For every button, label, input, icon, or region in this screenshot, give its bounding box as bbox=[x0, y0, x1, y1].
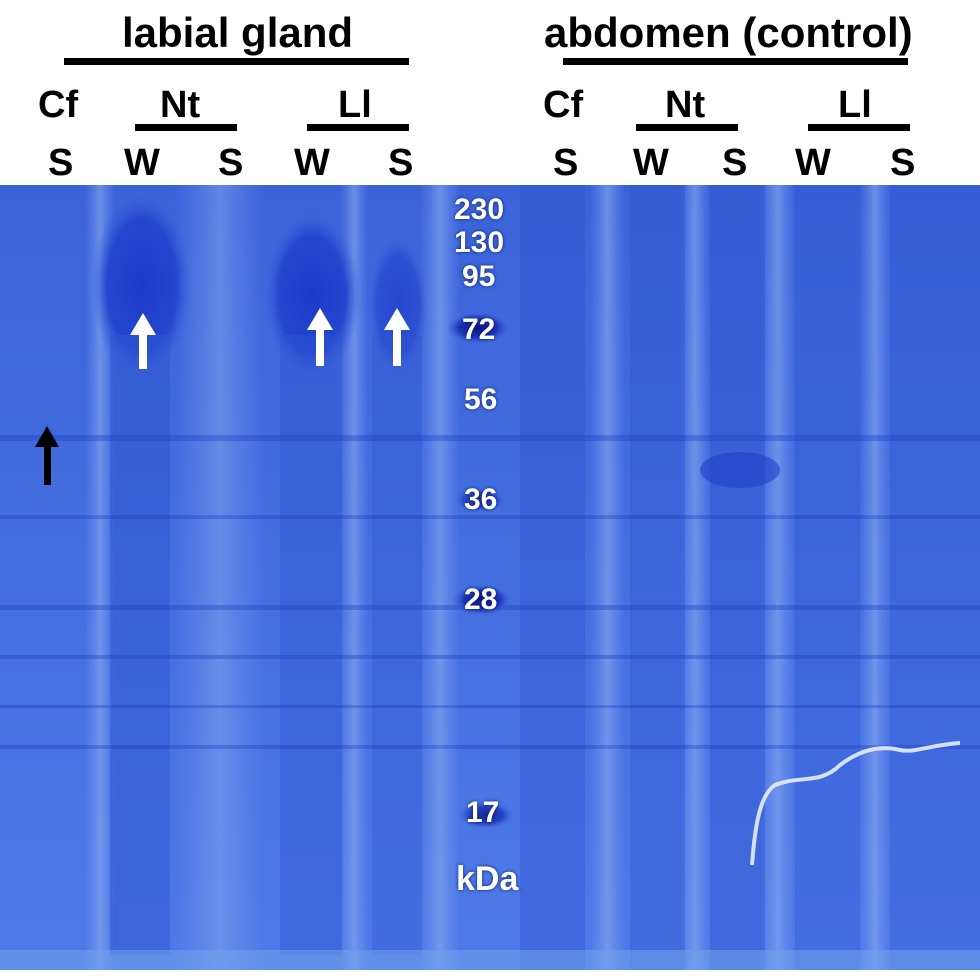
abdomen-lane bbox=[520, 185, 585, 970]
fraction-label: W bbox=[633, 142, 669, 184]
lane-group-ll-left-underline bbox=[307, 124, 409, 131]
lane-group-ll-right: Ll bbox=[838, 84, 872, 126]
fraction-label: W bbox=[795, 142, 831, 184]
fraction-label: W bbox=[124, 142, 160, 184]
marker-spot-72 bbox=[446, 312, 510, 344]
lane-gap bbox=[680, 185, 710, 970]
abdomen-band bbox=[700, 452, 780, 488]
marker-label-230: 230 bbox=[454, 193, 505, 226]
marker-unit-label: kDa bbox=[456, 860, 519, 898]
fraction-label: S bbox=[553, 142, 579, 184]
white-arrow-nt-w bbox=[130, 313, 156, 369]
lane-group-nt-left-underline bbox=[135, 124, 237, 131]
lane-group-nt-left: Nt bbox=[160, 84, 201, 126]
lane-group-cf-right: Cf bbox=[543, 84, 584, 126]
white-arrow-ll-w bbox=[307, 308, 333, 366]
lane-group-ll-left: Ll bbox=[338, 84, 372, 126]
gel-image bbox=[0, 185, 980, 970]
lane-group-ll-right-underline bbox=[808, 124, 910, 131]
abdomen-lane bbox=[795, 185, 860, 970]
fraction-label: W bbox=[294, 142, 330, 184]
marker-label-56: 56 bbox=[464, 383, 498, 416]
marker-label-72: 72 bbox=[462, 313, 496, 346]
lane-group-nt-right: Nt bbox=[665, 84, 706, 126]
fraction-label: S bbox=[48, 142, 74, 184]
abdomen-control-header: abdomen (control) bbox=[544, 9, 913, 56]
white-arrow-ll-s bbox=[384, 308, 410, 366]
black-arrow-cf-s bbox=[35, 426, 59, 485]
fraction-label: S bbox=[890, 142, 916, 184]
marker-spot-36 bbox=[454, 488, 506, 512]
lane-gap bbox=[860, 185, 890, 970]
gel-bottom-edge bbox=[0, 950, 980, 970]
abdomen-lane bbox=[630, 185, 685, 970]
protein-smear-nt-w bbox=[110, 335, 170, 955]
labial-gland-underline bbox=[64, 58, 409, 65]
lane-gap bbox=[175, 185, 265, 970]
protein-blob-ll-w bbox=[264, 210, 360, 380]
lane-group-cf-left: Cf bbox=[38, 84, 79, 126]
fraction-label: S bbox=[218, 142, 244, 184]
lane-gap bbox=[590, 185, 625, 970]
abdomen-control-underline bbox=[563, 58, 908, 65]
marker-spot-17 bbox=[458, 801, 514, 829]
lane-group-nt-right-underline bbox=[636, 124, 738, 131]
protein-smear-ll-s bbox=[372, 335, 422, 955]
abdomen-lane bbox=[890, 185, 980, 970]
lane-gap bbox=[760, 185, 795, 970]
marker-label-28: 28 bbox=[464, 583, 498, 616]
marker-label-95: 95 bbox=[462, 260, 496, 293]
marker-label-17: 17 bbox=[466, 796, 500, 829]
labial-gland-header: labial gland bbox=[122, 9, 354, 56]
protein-blob-nt-w bbox=[92, 190, 192, 380]
marker-label-130: 130 bbox=[454, 226, 505, 259]
gel-crack bbox=[750, 741, 961, 866]
marker-spot-28 bbox=[452, 584, 512, 616]
fraction-label: S bbox=[388, 142, 414, 184]
abdomen-lane bbox=[710, 185, 765, 970]
protein-smear-ll-w bbox=[280, 335, 342, 955]
marker-label-36: 36 bbox=[464, 483, 498, 516]
fraction-label: S bbox=[722, 142, 748, 184]
protein-blob-ll-s bbox=[368, 235, 428, 375]
